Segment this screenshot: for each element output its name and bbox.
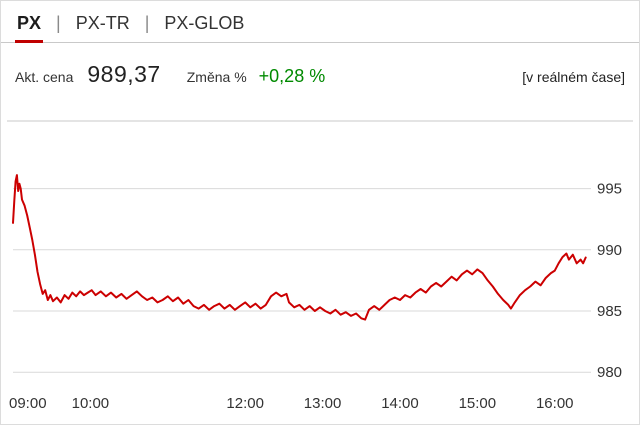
x-tick-label: 12:00	[226, 395, 264, 412]
price-value: 989,37	[87, 61, 161, 87]
x-tick-label: 13:00	[304, 395, 342, 412]
change-value: +0,28 %	[258, 66, 326, 86]
x-tick-label: 15:00	[459, 395, 497, 412]
tab-separator: |	[56, 13, 61, 33]
tab-separator: |	[144, 13, 150, 33]
tab-px-tr[interactable]: PX-TR	[75, 13, 130, 33]
change-label: Změna %	[186, 69, 247, 85]
realtime-note: [v reálném čase]	[522, 69, 625, 85]
price-line	[12, 174, 587, 321]
x-tick-label: 16:00	[536, 395, 574, 412]
tab-px-glob[interactable]: PX-GLOB	[164, 13, 245, 33]
y-tick-label: 990	[597, 242, 622, 259]
y-tick-label: 980	[597, 364, 622, 381]
tab-px[interactable]: PX	[15, 11, 44, 43]
y-tick-label: 995	[597, 181, 622, 198]
price-label: Akt. cena	[15, 69, 74, 85]
x-tick-label: 10:00	[72, 395, 110, 412]
quote-row: Akt. cena 989,37 Změna % +0,28 % [v reál…	[1, 43, 639, 88]
y-tick-label: 985	[597, 303, 622, 320]
index-tabs: PX | PX-TR | PX-GLOB	[1, 1, 639, 43]
x-tick-label: 14:00	[381, 395, 419, 412]
x-tick-label: 09:00	[9, 395, 47, 412]
price-chart: 980 985 990 995 09:00 10:00 12:00 13:00 14:00 15:…	[7, 120, 633, 412]
